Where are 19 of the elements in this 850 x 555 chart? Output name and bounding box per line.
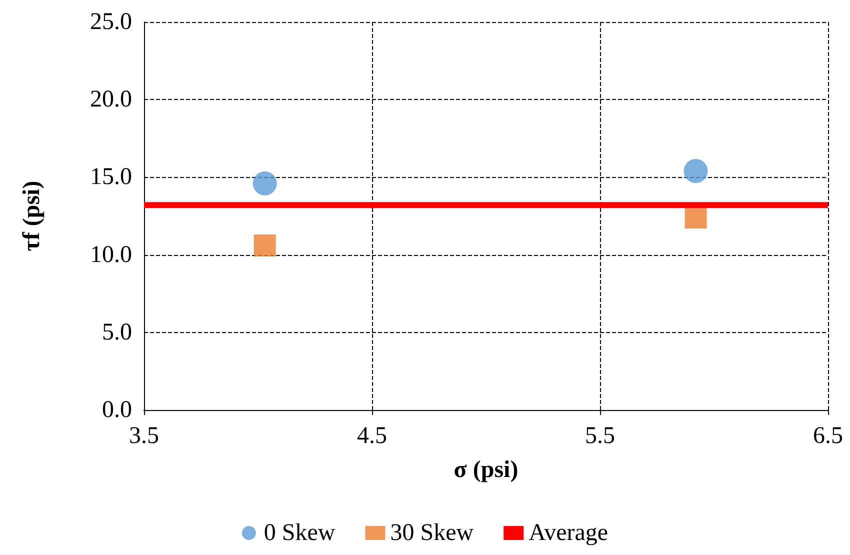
y-tick-label: 15.0	[90, 164, 132, 190]
x-tick-label: 4.5	[357, 423, 387, 449]
point	[254, 234, 276, 256]
y-axis-title: τf (psi)	[19, 180, 45, 252]
x-tick-label: 6.5	[813, 423, 843, 449]
legend-label: 0 Skew	[264, 520, 336, 546]
x-tick-label: 5.5	[585, 423, 615, 449]
x-axis-title: σ (psi)	[454, 457, 518, 483]
point	[684, 159, 708, 183]
y-tick-label: 20.0	[90, 86, 132, 113]
y-tick-label: 0.0	[102, 397, 132, 423]
point	[684, 206, 707, 229]
y-tick-label: 25.0	[90, 9, 132, 35]
legend-label: Average	[528, 520, 608, 546]
point	[252, 171, 277, 196]
y-tick-label: 5.0	[102, 319, 132, 346]
x-tick-label: 3.5	[129, 423, 159, 449]
legend-label: 30 Skew	[390, 520, 474, 546]
y-tick-label: 10.0	[90, 242, 132, 268]
